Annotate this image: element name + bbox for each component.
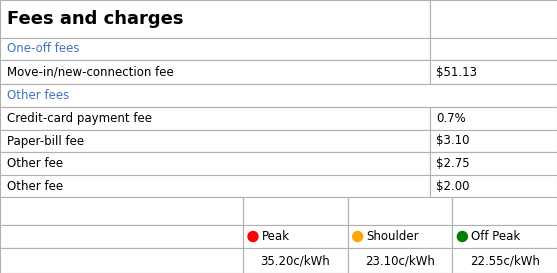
Bar [0, 152, 430, 175]
Bar [243, 225, 348, 248]
Text: 35.20c/kWh: 35.20c/kWh [261, 254, 330, 267]
Bar [243, 197, 348, 225]
Text: Other fees: Other fees [7, 89, 69, 102]
Bar [243, 248, 348, 273]
Text: Peak: Peak [262, 230, 290, 243]
Bar [0, 0, 430, 38]
Circle shape [353, 232, 363, 242]
Text: One-off fees: One-off fees [7, 43, 80, 55]
Bar [0, 225, 243, 248]
Bar [452, 225, 557, 248]
Text: Credit-card payment fee: Credit-card payment fee [7, 112, 152, 125]
Bar [430, 175, 557, 197]
Bar [0, 248, 243, 273]
Text: $3.10: $3.10 [436, 135, 470, 147]
Bar [0, 175, 430, 197]
Text: Move-in/new-connection fee: Move-in/new-connection fee [7, 66, 174, 79]
Text: Fees and charges: Fees and charges [7, 10, 183, 28]
Bar [430, 0, 557, 38]
Circle shape [457, 232, 467, 242]
Bar [348, 197, 452, 225]
Text: $2.75: $2.75 [436, 157, 470, 170]
Circle shape [248, 232, 258, 242]
Text: Other fee: Other fee [7, 157, 63, 170]
Bar [348, 248, 452, 273]
Text: $2.00: $2.00 [436, 180, 470, 192]
Text: Paper-bill fee: Paper-bill fee [7, 135, 84, 147]
Text: Off Peak: Off Peak [471, 230, 521, 243]
Bar [348, 225, 452, 248]
Bar [430, 107, 557, 130]
Bar [430, 60, 557, 84]
Text: 23.10c/kWh: 23.10c/kWh [365, 254, 435, 267]
Bar [452, 248, 557, 273]
Bar [430, 130, 557, 152]
Bar [0, 197, 243, 225]
Bar [0, 107, 430, 130]
Text: $51.13: $51.13 [436, 66, 477, 79]
Bar [0, 60, 430, 84]
Bar [430, 152, 557, 175]
Text: 0.7%: 0.7% [436, 112, 466, 125]
Bar [0, 130, 430, 152]
Bar [430, 38, 557, 60]
Bar [0, 84, 557, 107]
Text: 22.55c/kWh: 22.55c/kWh [470, 254, 540, 267]
Text: Shoulder: Shoulder [367, 230, 419, 243]
Bar [0, 38, 430, 60]
Bar [452, 197, 557, 225]
Text: Other fee: Other fee [7, 180, 63, 192]
